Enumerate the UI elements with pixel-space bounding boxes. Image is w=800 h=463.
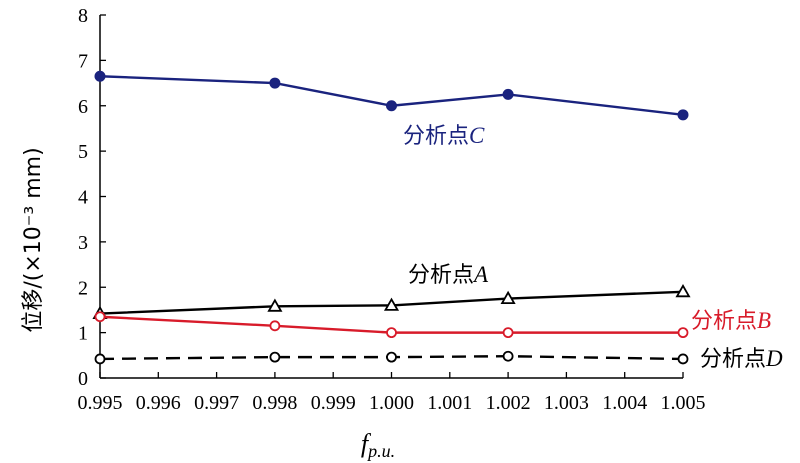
y-tick-label: 7 [78, 50, 88, 72]
y-tick-label: 1 [78, 323, 88, 345]
data-point [269, 77, 281, 89]
data-point [677, 353, 689, 365]
series-label: 分析点D [700, 346, 783, 372]
y-tick-label: 6 [78, 96, 88, 118]
series-group [92, 70, 691, 365]
data-point [94, 311, 106, 323]
data-point [500, 290, 516, 304]
data-point [502, 88, 514, 100]
x-tick-label: 0.999 [311, 392, 356, 414]
x-tick-label: 1.005 [661, 392, 706, 414]
x-tick-label: 0.996 [136, 392, 181, 414]
axes [99, 14, 684, 379]
series-label-prefix: 分析点 [403, 124, 469, 149]
series-label-letter: C [469, 123, 485, 148]
x-tick-label: 1.001 [427, 392, 472, 414]
x-tick-label: 1.000 [369, 392, 414, 414]
series-label-prefix: 分析点 [408, 263, 474, 288]
series-label-prefix: 分析点 [691, 309, 757, 334]
x-tick-label: 1.004 [602, 392, 647, 414]
series-label: 分析点A [408, 262, 489, 288]
series-label-prefix: 分析点 [700, 347, 766, 372]
y-tick-labels: 0 1 2 3 4 5 6 7 8 [78, 5, 88, 390]
y-tick-label: 0 [78, 368, 88, 390]
x-axis-label-main: f [361, 429, 372, 458]
y-tick-label: 8 [78, 5, 88, 27]
y-axis-label: 位移/(×10⁻³ mm) [21, 147, 46, 332]
data-point [269, 351, 281, 363]
x-tick-label: 0.995 [78, 392, 123, 414]
series-label-letter: A [472, 262, 489, 287]
y-tick-label: 3 [78, 232, 88, 254]
data-point [502, 327, 514, 339]
series-label-letter: D [765, 346, 783, 371]
data-point [677, 109, 689, 121]
data-point [386, 351, 397, 363]
x-tick-labels: 0.995 0.996 0.997 0.998 0.999 1.000 1.001 1.002… [78, 392, 706, 414]
data-point [675, 283, 691, 298]
y-tick-label: 2 [78, 277, 88, 299]
data-point [502, 350, 514, 362]
data-point [269, 320, 281, 332]
data-point [267, 298, 283, 312]
data-point [94, 353, 106, 365]
x-axis-label-sub: p.u. [366, 441, 395, 461]
series-label: 分析点C [403, 123, 485, 149]
data-point [677, 327, 689, 339]
x-tick-label: 1.003 [544, 392, 589, 414]
x-axis-label: fp.u. [361, 429, 395, 461]
data-point [386, 100, 397, 112]
data-point [383, 297, 400, 311]
x-tick-label: 1.002 [486, 392, 531, 414]
series-label-letter: B [757, 308, 771, 333]
series-label: 分析点B [691, 308, 771, 334]
data-point [94, 70, 106, 82]
y-tick-label: 5 [78, 141, 88, 163]
data-point [386, 327, 397, 339]
y-tick-label: 4 [78, 187, 88, 209]
x-tick-label: 0.997 [194, 392, 239, 414]
x-tick-label: 0.998 [252, 392, 297, 414]
